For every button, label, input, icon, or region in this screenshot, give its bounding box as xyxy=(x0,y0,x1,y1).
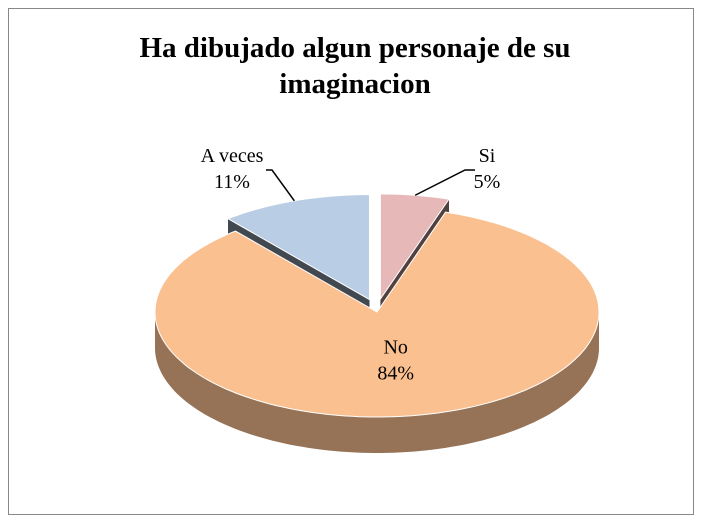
slice-rim xyxy=(155,312,599,453)
data-label-category: No xyxy=(383,336,407,358)
chart-title: Ha dibujado algun personaje de su imagin… xyxy=(139,32,571,100)
data-label-category: A veces xyxy=(201,145,264,167)
data-label-value: 11% xyxy=(214,171,250,193)
slice xyxy=(154,211,600,418)
data-label-value: 5% xyxy=(474,171,501,193)
slice xyxy=(379,193,450,301)
leader-line xyxy=(266,169,295,202)
data-label-category: Si xyxy=(479,145,496,167)
data-label-value: 84% xyxy=(377,362,414,384)
leader-line xyxy=(414,169,475,196)
chart-frame xyxy=(8,8,694,515)
